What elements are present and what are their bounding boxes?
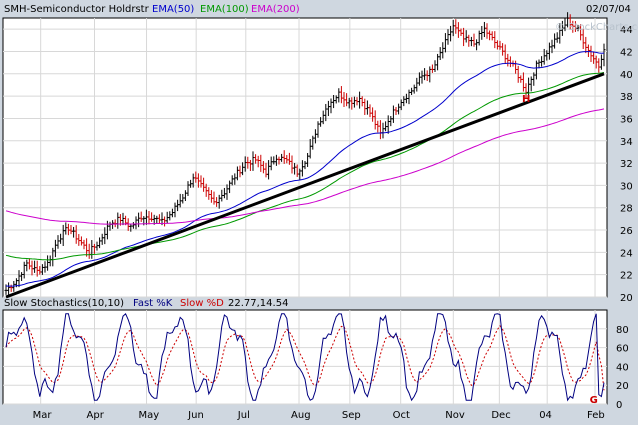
- x-tick-label: Apr: [87, 410, 105, 421]
- price-tick-label: 30: [620, 181, 633, 192]
- watermark: © StockCharts.com: [555, 22, 638, 33]
- price-grid: [3, 18, 607, 298]
- stoch-tick-label: 80: [616, 325, 629, 336]
- stoch-tick-label: 0: [616, 400, 622, 411]
- stochastics-lines: [5, 312, 605, 402]
- x-axis: Mar Apr May Jun Jul Aug Sep Oct Nov Dec 04 Feb: [33, 410, 605, 421]
- price-tick-label: 40: [620, 70, 633, 81]
- price-tick-label: 36: [620, 114, 633, 125]
- price-tick-label: 32: [620, 159, 633, 170]
- ema100-line: [5, 72, 605, 261]
- stoch-slow-d-line: [5, 325, 605, 391]
- price-tick-label: 22: [620, 271, 633, 282]
- stochastics-panel: 0 20 40 60 80 G: [2, 309, 629, 411]
- legend-ema100: EMA(100): [200, 4, 249, 15]
- stoch-d-label: Slow %D: [180, 298, 224, 309]
- stoch-tick-label: 60: [616, 344, 629, 355]
- price-bar: [602, 43, 606, 67]
- price-tick-label: 26: [620, 226, 633, 237]
- legend-ema50: EMA(50): [152, 4, 194, 15]
- chart-title: SMH-Semiconductor Holdrstr: [4, 4, 150, 15]
- x-tick-label: Sep: [342, 410, 361, 421]
- stoch-values: 22.77,14.54: [228, 298, 288, 309]
- ema200-line: [5, 108, 605, 225]
- price-tick-label: 44: [620, 25, 633, 36]
- stochastics-plot-area: [2, 309, 608, 405]
- chart-date: 02/07/04: [586, 4, 631, 15]
- ema50-line: [5, 50, 605, 287]
- x-tick-label: Nov: [445, 410, 465, 421]
- price-bars: [4, 12, 606, 298]
- price-tick-label: 38: [620, 92, 633, 103]
- x-tick-label: Jul: [237, 410, 250, 421]
- price-panel: 20 22 24 26 28 30 32 34 36 38 40 42 44 © StockCharts…: [2, 12, 638, 304]
- x-tick-label: Mar: [33, 410, 53, 421]
- x-tick-label: Feb: [587, 410, 605, 421]
- x-tick-label: Dec: [491, 410, 510, 421]
- stochastics-y-axis: 0 20 40 60 80: [616, 325, 629, 411]
- price-plot-area: [2, 17, 608, 298]
- stoch-tick-label: 20: [616, 381, 629, 392]
- annotation-h: H: [522, 94, 530, 105]
- x-tick-label: Aug: [291, 410, 311, 421]
- annotation-g: G: [590, 395, 598, 406]
- x-tick-label: Oct: [393, 410, 410, 421]
- price-tick-label: 42: [620, 47, 633, 58]
- stoch-tick-label: 40: [616, 362, 629, 373]
- x-tick-label: 04: [539, 410, 552, 421]
- stoch-fast-k-line: [5, 312, 605, 402]
- price-tick-label: 34: [620, 137, 633, 148]
- price-tick-label: 24: [620, 248, 633, 259]
- ema-lines: [5, 50, 605, 287]
- x-tick-label: Jun: [187, 410, 204, 421]
- stochastics-grid: [3, 310, 607, 405]
- x-tick-label: May: [139, 410, 160, 421]
- price-tick-label: 28: [620, 204, 633, 215]
- support-trendline: [5, 72, 605, 299]
- stoch-title: Slow Stochastics(10,10): [4, 298, 124, 309]
- legend-ema200: EMA(200): [251, 4, 300, 15]
- stoch-k-label: Fast %K: [133, 298, 173, 309]
- trend-line: [5, 72, 605, 299]
- price-tick-label: 20: [620, 293, 633, 304]
- price-y-axis: 20 22 24 26 28 30 32 34 36 38 40 42 44: [620, 25, 633, 304]
